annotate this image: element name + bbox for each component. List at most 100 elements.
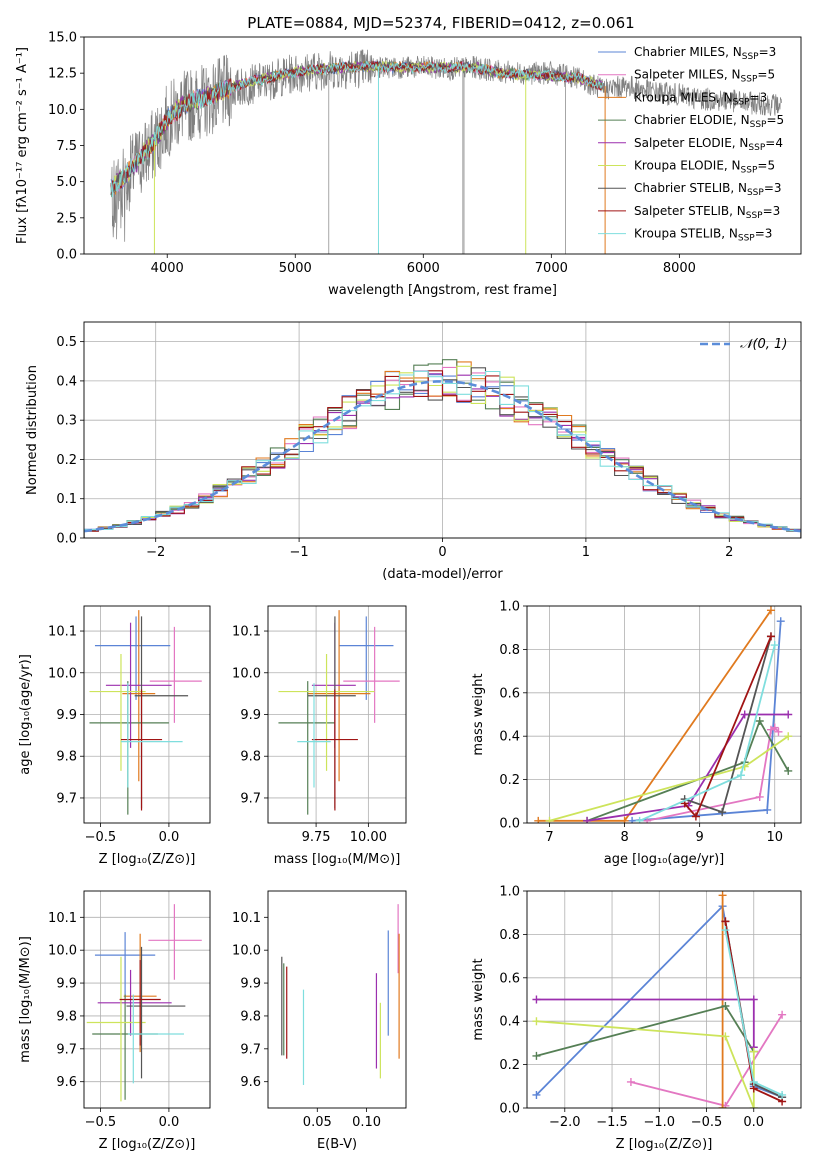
marker-kroupa-miles (766, 606, 775, 615)
x-tick-label: −1 (290, 545, 309, 560)
x-axis-label: age [log₁₀(age/yr)] (604, 852, 725, 867)
marker-salpeter-elodie (532, 995, 541, 1004)
legend-label-suffix: =3 (764, 181, 782, 195)
marker-kroupa-elodie (749, 1104, 758, 1108)
y-tick-label: 0.2 (56, 453, 77, 468)
y-tick-label: 5.0 (56, 175, 77, 190)
y-tick-label: 0.1 (56, 492, 77, 507)
y-axis-label: age [log₁₀(age/yr)] (18, 654, 33, 775)
legend-label: Salpeter ELODIE, NSSP=4 (634, 136, 783, 153)
mass_vs_Z-axes: −0.5 0.0 9.6 9.7 9.8 9.9 10.0 10.1 Z [log₁₀(Z/Z⊙… (18, 890, 211, 1152)
marker-kroupa-stelib (778, 1090, 787, 1099)
plots-layer: 4000 5000 6000 7000 80000.02.55.07.510.012.5… (15, 31, 802, 1152)
legend-label-suffix: =5 (757, 159, 775, 173)
y-tick-label: 10.1 (232, 625, 261, 640)
marker-salpeter-miles (770, 723, 779, 732)
y-tick-label: 0.4 (56, 374, 77, 389)
y-tick-label: 10.0 (48, 666, 77, 681)
marker-kroupa-miles (620, 816, 629, 823)
legend-label-subscript: SSP (738, 234, 755, 244)
y-tick-label: 0.6 (499, 971, 520, 986)
marker-salpeter-stelib (691, 812, 700, 821)
x-tick-label: −2 (146, 545, 165, 560)
legend-label-suffix: =5 (757, 68, 775, 82)
marker-kroupa-stelib (736, 771, 745, 780)
x-tick-label: 9 (696, 830, 704, 845)
normal-distribution-curve (84, 379, 801, 533)
age_vs_mass-frame (267, 605, 407, 824)
marker-kroupa-elodie (721, 1032, 730, 1041)
x-tick-label: 10 (766, 830, 783, 845)
y-tick-label: 10.0 (232, 666, 261, 681)
histogram-layer (84, 359, 801, 538)
legend-label: Kroupa ELODIE, NSSP=5 (634, 159, 775, 176)
residuals-frame (83, 321, 802, 539)
y-tick-label: 0.0 (56, 532, 77, 547)
x-axis-label: Z [log₁₀(Z/Z⊙)] (99, 1137, 196, 1152)
legend-label-main: Salpeter MILES, N (634, 68, 741, 82)
legend-label: Kroupa STELIB, NSSP=3 (634, 227, 772, 244)
x-tick-label: 4000 (151, 261, 184, 276)
y-tick-label: 9.7 (240, 1042, 261, 1057)
legend-label-subscript: SSP (733, 97, 750, 107)
mass_vs_EBV-points (281, 904, 400, 1085)
x-tick-label: −2.0 (549, 1115, 581, 1130)
y-axis-label: Normed distribution (25, 365, 40, 495)
legend-label-suffix: =5 (766, 113, 784, 127)
y-tick-label: 9.9 (56, 977, 77, 992)
marker-chabrier-miles (628, 816, 637, 823)
legend-label-main: Kroupa MILES, N (634, 90, 733, 104)
marker-kroupa-stelib (749, 1077, 758, 1086)
y-tick-label: 10.0 (48, 944, 77, 959)
x-tick-label: 7 (545, 830, 553, 845)
marker-chabrier-elodie (784, 766, 793, 775)
legend-label-main: Chabrier ELODIE, N (634, 113, 750, 127)
y-tick-label: 9.7 (240, 791, 261, 806)
x-tick-label: 10.00 (350, 830, 387, 845)
legend-label-suffix: =3 (750, 90, 768, 104)
massweight_vs_age-lines (534, 606, 793, 823)
legend-label: Salpeter MILES, NSSP=5 (634, 68, 775, 85)
x-tick-label: 6000 (407, 261, 440, 276)
residuals-legend: 𝒩(0, 1) (700, 337, 787, 352)
spectrum-axes: 4000 5000 6000 7000 8000 0.0 2.5 5.0 7.5 10.0 12.5… (15, 31, 802, 298)
marker-kroupa-stelib (721, 926, 730, 935)
marker-salpeter-elodie (583, 816, 592, 823)
x-tick-label: 8000 (663, 261, 696, 276)
y-tick-label: 9.6 (240, 1075, 261, 1090)
y-tick-label: 0.3 (56, 414, 77, 429)
x-tick-label: −1.0 (643, 1115, 675, 1130)
age_vs_Z-frame (83, 605, 211, 824)
legend-label-suffix: =3 (759, 45, 777, 59)
x-axis-label: wavelength [Angstrom, rest frame] (328, 283, 557, 298)
residuals-axes: −2 −1 0 1 2 0.0 0.1 0.2 0.3 0.4 0.5 𝒩(0, 1) (data-mo… (25, 321, 802, 582)
mass_vs_Z-points (86, 904, 202, 1102)
age_vs_mass-points (278, 610, 400, 815)
y-tick-label: 2.5 (56, 211, 77, 226)
y-tick-label: 9.6 (56, 1075, 77, 1090)
y-tick-label: 0.2 (499, 1058, 520, 1073)
marker-kroupa-miles (718, 1104, 727, 1108)
x-tick-label: 5000 (279, 261, 312, 276)
legend-label: Kroupa MILES, NSSP=3 (634, 90, 767, 107)
legend-label-subscript: SSP (747, 188, 764, 198)
x-tick-label: 2 (725, 545, 733, 560)
y-tick-label: 9.8 (56, 750, 77, 765)
marker-salpeter-miles (778, 1010, 787, 1019)
marker-chabrier-elodie (532, 1051, 541, 1060)
x-tick-label: 0 (438, 545, 446, 560)
legend-label-subscript: SSP (741, 166, 758, 176)
massweight_vs_Z-frame (526, 890, 802, 1109)
legend-label: Chabrier MILES, NSSP=3 (634, 45, 776, 62)
x-tick-label: 0.0 (159, 1115, 180, 1130)
legend-label-subscript: SSP (741, 75, 758, 85)
y-tick-label: 0.4 (499, 730, 520, 745)
legend-label-main: Salpeter ELODIE, N (634, 136, 748, 150)
age_vs_mass-axes: 9.75 10.00 9.7 9.8 9.9 10.0 10.1 mass [log₁₀(M/… (232, 605, 407, 867)
spectrum-lines (110, 49, 782, 254)
x-tick-label: 1 (582, 545, 590, 560)
y-axis-label: mass [log₁₀(M/M⊙)] (18, 936, 33, 1063)
marker-salpeter-stelib (721, 917, 730, 926)
